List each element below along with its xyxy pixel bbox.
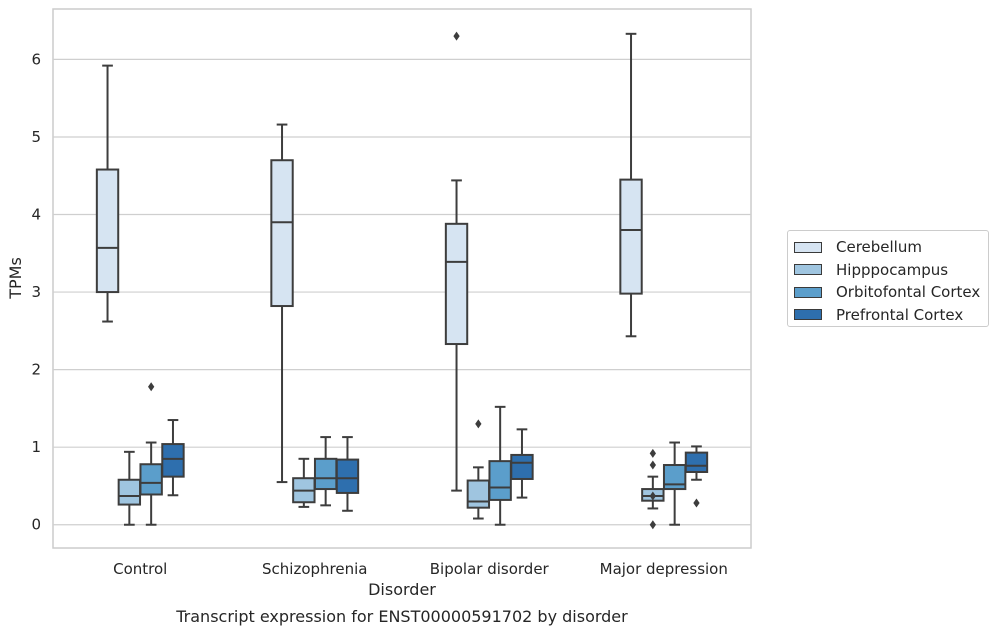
outlier-point: [475, 419, 482, 429]
legend-label: Cerebellum: [836, 238, 922, 257]
box-0-1: [270, 123, 294, 484]
y-axis-ticks: 0 1 2 3 4 5 6: [31, 50, 41, 533]
box-body: [510, 453, 534, 480]
x-tick-label: Major depression: [600, 560, 728, 578]
box-body: [619, 178, 643, 295]
box-body: [488, 460, 512, 501]
legend-item: Hipppocampus: [794, 259, 988, 282]
box-body: [444, 222, 469, 346]
box-3-1: [335, 436, 360, 512]
box-body: [313, 457, 338, 491]
y-tick-label: 1: [31, 438, 41, 456]
legend-swatch: [794, 309, 822, 321]
outlier-point: [649, 460, 656, 470]
box-2-3: [662, 441, 687, 526]
box-1-3: [641, 448, 665, 530]
box-body: [117, 478, 142, 506]
box-body: [335, 458, 360, 494]
y-axis-label: TPMs: [6, 257, 25, 300]
y-tick-label: 2: [31, 361, 41, 379]
box-0-0: [95, 64, 120, 323]
box-body: [662, 464, 687, 491]
box-body: [161, 443, 185, 478]
box-2-0: [139, 382, 163, 526]
outlier-point: [649, 448, 656, 458]
outlier-point: [453, 31, 460, 41]
box-2-2: [488, 405, 512, 526]
y-tick-label: 3: [31, 283, 41, 301]
outlier-point: [649, 491, 656, 501]
x-tick-label: Schizophrenia: [262, 560, 367, 578]
box-3-2: [510, 428, 534, 499]
y-tick-label: 6: [31, 50, 41, 68]
box-3-3: [684, 445, 709, 508]
box-0-3: [619, 32, 643, 338]
outlier-point: [649, 520, 656, 530]
x-tick-label: Control: [113, 560, 167, 578]
chart-title: Transcript expression for ENST0000059170…: [175, 607, 628, 626]
legend-item: Cerebellum: [794, 236, 988, 259]
legend: Cerebellum Hipppocampus Orbitofontal Corte…: [787, 230, 989, 327]
legend-swatch: [794, 241, 822, 253]
box-body: [270, 159, 294, 308]
x-tick-label: Bipolar disorder: [430, 560, 550, 578]
box-1-0: [117, 450, 142, 526]
legend-swatch: [794, 286, 822, 298]
box-body: [684, 451, 709, 473]
box-1-2: [466, 419, 491, 520]
x-axis-ticks: Control Schizophrenia Bipolar disorder Majo…: [113, 560, 728, 578]
boxes-layer: [95, 31, 709, 530]
legend-label: Prefrontal Cortex: [836, 305, 964, 324]
y-tick-label: 5: [31, 128, 41, 146]
box-body: [139, 463, 163, 496]
y-tick-label: 4: [31, 206, 41, 224]
legend-swatch: [794, 264, 822, 276]
legend-item: Prefrontal Cortex: [794, 304, 988, 327]
box-body: [466, 479, 491, 509]
outlier-point: [693, 498, 700, 508]
outlier-point: [148, 382, 155, 392]
box-1-1: [292, 457, 316, 508]
box-body: [95, 168, 120, 294]
box-3-0: [161, 419, 185, 497]
box-2-1: [313, 436, 338, 507]
legend-item: Orbitofontal Cortex: [794, 281, 988, 304]
legend-label: Orbitofontal Cortex: [836, 283, 981, 302]
y-tick-label: 0: [31, 516, 41, 534]
x-axis-label: Disorder: [368, 580, 436, 599]
legend-label: Hipppocampus: [836, 260, 949, 279]
box-0-2: [444, 31, 469, 492]
